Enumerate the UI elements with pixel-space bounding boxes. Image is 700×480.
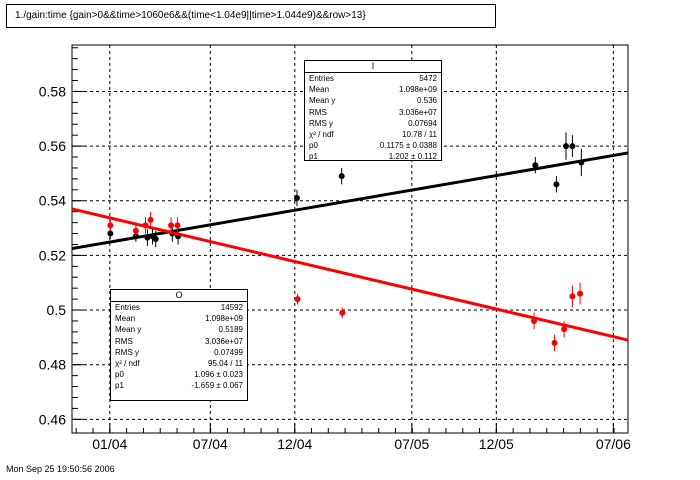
- stats-value: 1.096 ± 0.023: [194, 370, 243, 380]
- stats-box-black: I Entries 5472 Mean 1.098e+09 Mean y 0.536 RMS…: [304, 60, 442, 161]
- chart-title: 1./gain:time {gain>0&&time>1060e6&&(time…: [6, 4, 496, 28]
- stats-value: 0.07499: [214, 347, 243, 357]
- data-point: [147, 216, 154, 223]
- y-tick-label: 0.46: [39, 411, 66, 427]
- stats-value: 5472: [419, 74, 437, 83]
- data-point: [531, 317, 538, 324]
- data-point: [152, 236, 159, 242]
- timestamp-footer: Mon Sep 25 19:50:56 2006: [6, 464, 115, 474]
- data-point: [174, 222, 181, 229]
- data-point: [561, 326, 568, 333]
- stats-label: χ² / ndf: [115, 358, 140, 368]
- stats-box-name: O: [111, 290, 247, 302]
- stats-row: χ² / ndf 95.04 / 11: [111, 358, 247, 369]
- data-point: [132, 227, 139, 234]
- x-tick-label: 12/04: [277, 436, 312, 452]
- stats-label: RMS: [309, 107, 327, 117]
- x-tick-label: 07/04: [193, 436, 228, 452]
- stats-value: 3.036e+07: [398, 107, 437, 117]
- stats-label: Mean: [115, 314, 136, 324]
- stats-value: 1.098e+09: [204, 314, 243, 324]
- stats-label: p1: [115, 381, 124, 391]
- data-point: [532, 162, 539, 169]
- stats-value: -1.659 ± 0.067: [191, 381, 243, 391]
- stats-value: 14592: [220, 303, 243, 312]
- stats-rows: Entries 5472 Mean 1.098e+09 Mean y 0.536 RMS 3.…: [305, 73, 441, 163]
- data-point: [578, 159, 585, 166]
- stats-row: RMS y 0.07499: [111, 347, 247, 358]
- y-tick-label: 0.52: [39, 247, 66, 263]
- data-point: [142, 222, 149, 229]
- x-tick-label: 07/05: [394, 436, 429, 452]
- data-point: [553, 181, 560, 188]
- stats-value: 1.202 ± 0.112: [388, 152, 437, 162]
- stats-row: RMS 3.036e+07: [305, 107, 441, 118]
- stats-row: Mean 1.098e+09: [305, 84, 441, 95]
- stats-value: 1.098e+09: [398, 85, 437, 95]
- stats-value: 3.036e+07: [204, 336, 243, 346]
- stats-label: p0: [309, 141, 318, 151]
- stats-label: Mean: [309, 85, 330, 95]
- stats-value: 0.5189: [218, 325, 243, 335]
- stats-label: χ² / ndf: [309, 129, 334, 139]
- stats-value: 0.536: [416, 96, 437, 106]
- data-point: [577, 290, 584, 297]
- stats-row: p1 1.202 ± 0.112: [305, 151, 441, 162]
- stats-label: Mean y: [115, 325, 142, 335]
- data-point: [107, 230, 114, 237]
- data-point: [569, 143, 576, 150]
- stats-row: p1 -1.659 ± 0.067: [111, 380, 247, 391]
- series: [71, 132, 629, 352]
- data-point: [339, 309, 346, 316]
- y-tick-label: 0.54: [39, 193, 66, 209]
- y-tick-label: 0.58: [39, 83, 66, 99]
- stats-row: Mean y 0.536: [305, 95, 441, 106]
- x-tick-label: 12/05: [479, 436, 514, 452]
- y-tick-label: 0.48: [39, 357, 66, 373]
- data-point: [168, 222, 175, 229]
- stats-row: Entries 14592: [111, 302, 247, 313]
- stats-label: RMS y: [309, 118, 333, 128]
- x-tick-label: 01/04: [92, 436, 127, 452]
- stats-row: RMS 3.036e+07: [111, 336, 247, 347]
- stats-box-red: O Entries 14592 Mean 1.098e+09 Mean y 0.5189 R…: [110, 289, 248, 401]
- stats-value: 0.07694: [408, 118, 437, 128]
- data-point: [563, 143, 570, 150]
- stats-row: RMS y 0.07694: [305, 118, 441, 129]
- data-point: [293, 195, 300, 202]
- stats-value: 10.78 / 11: [402, 129, 437, 139]
- stats-box-name: I: [305, 61, 441, 73]
- stats-label: Entries: [309, 74, 334, 83]
- stats-label: p1: [309, 152, 318, 162]
- y-tick-label: 0.5: [47, 302, 67, 318]
- stats-label: RMS y: [115, 347, 139, 357]
- stats-label: RMS: [115, 336, 133, 346]
- stats-row: p0 0.1175 ± 0.0388: [305, 140, 441, 151]
- data-point: [338, 173, 345, 180]
- stats-label: Entries: [115, 303, 140, 312]
- stats-rows: Entries 14592 Mean 1.098e+09 Mean y 0.5189 RMS…: [111, 302, 247, 392]
- data-point: [107, 222, 114, 229]
- data-point: [569, 293, 576, 300]
- fit-line: [71, 207, 629, 342]
- stats-value: 95.04 / 11: [208, 358, 243, 368]
- stats-row: Entries 5472: [305, 73, 441, 84]
- stats-label: Mean y: [309, 96, 336, 106]
- stats-row: Mean 1.098e+09: [111, 313, 247, 324]
- stats-value: 0.1175 ± 0.0388: [379, 141, 437, 151]
- data-point: [551, 339, 558, 346]
- y-tick-label: 0.56: [39, 138, 66, 154]
- axes: 0.46 0.48 0.5 0.52 0.54 0.56 0.58 01/04 07/04 12/…: [39, 47, 631, 452]
- stats-label: p0: [115, 370, 124, 380]
- x-tick-label: 07/06: [596, 436, 631, 452]
- data-point: [144, 234, 151, 241]
- stats-row: p0 1.096 ± 0.023: [111, 369, 247, 380]
- data-point: [294, 296, 301, 303]
- stats-row: Mean y 0.5189: [111, 324, 247, 335]
- stats-row: χ² / ndf 10.78 / 11: [305, 129, 441, 140]
